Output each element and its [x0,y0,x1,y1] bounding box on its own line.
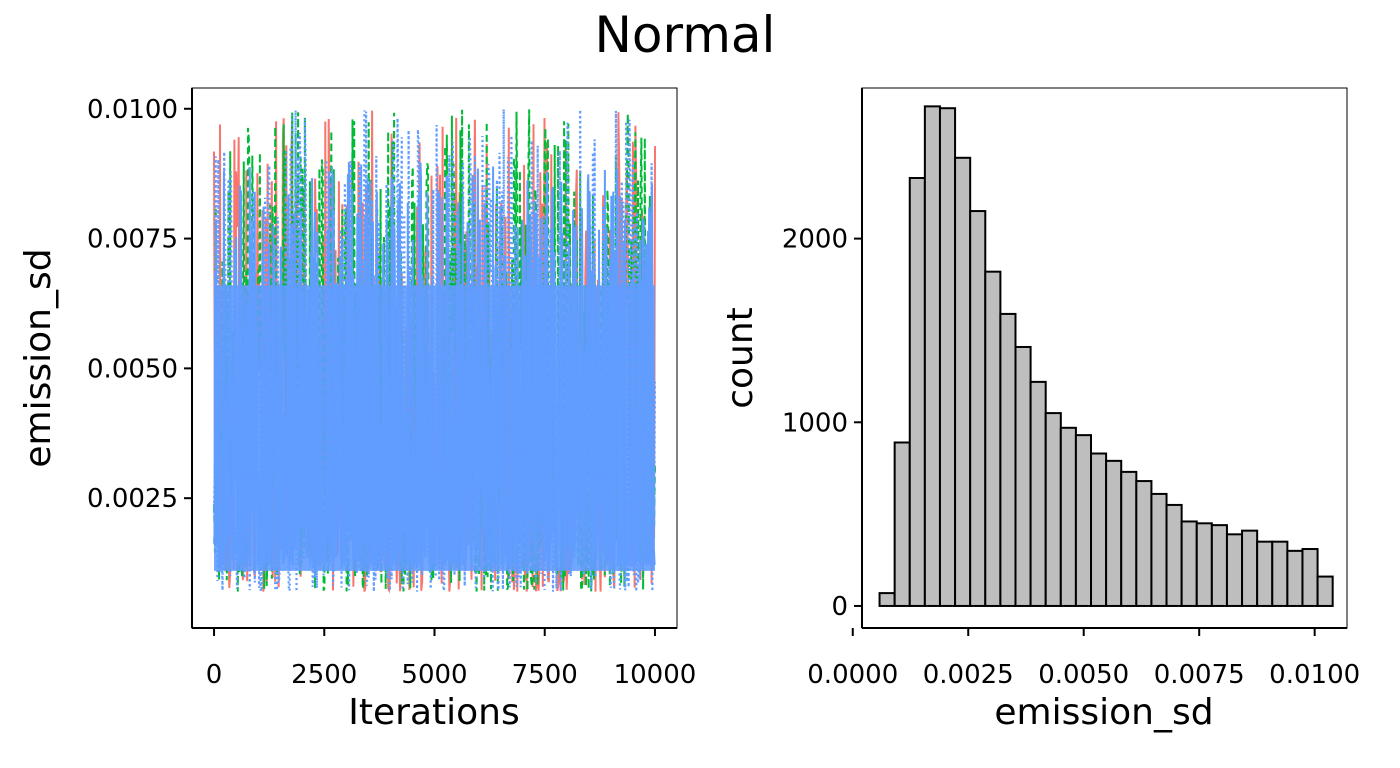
trace-x-axis-title: Iterations [348,692,519,733]
hist-bar [1225,533,1244,607]
hist-bar [1074,434,1093,607]
hist-bar [1316,575,1334,607]
hist-bar [1165,503,1183,607]
hist-x-tick-label: 0.0025 [923,660,1014,690]
hist-bar [954,156,972,607]
hist-x-tick-label: 0.0075 [1154,660,1245,690]
hist-bar [878,592,896,607]
trace-x-tick-label: 10000 [614,660,697,690]
trace-series-group [212,109,657,594]
hist-bar [1256,540,1274,607]
hist-bar [1271,540,1289,607]
hist-y-tick-label: 1000 [782,408,848,438]
hist-x-tick-label: 0.0000 [807,660,898,690]
hist-bar [1105,459,1123,607]
hist-bar [1241,529,1259,607]
trace-y-tick-label: 0.0050 [87,354,178,384]
hist-y-tick-label: 0 [831,592,848,622]
hist-y-ticks: 0 1000 2000 [782,225,862,622]
hist-y-axis-title: count [720,307,761,409]
trace-y-tick-label: 0.0025 [87,484,178,514]
hist-x-tick-label: 0.0050 [1038,660,1129,690]
hist-bar [1090,452,1108,607]
trace-y-tick-label: 0.0075 [87,225,178,255]
hist-bar [1301,548,1319,607]
hist-bar [1180,520,1198,607]
hist-bar [1210,524,1228,607]
figure-title: Normal [594,6,776,64]
hist-bar [1150,492,1168,607]
hist-bar [1120,470,1138,607]
hist-x-ticks: 0.0000 0.0025 0.0050 0.0075 0.0100 [807,628,1360,690]
hist-y-tick-label: 2000 [782,225,848,255]
trace-y-axis-title: emission_sd [18,248,59,467]
trace-panel: 0 2500 5000 7500 10000 0.00250.00500.00750.0… [18,87,697,733]
hist-bar [908,177,926,607]
trace-x-tick-label: 5000 [401,660,467,690]
trace-x-ticks: 0 2500 5000 7500 10000 [206,628,697,690]
hist-bar [938,107,957,607]
trace-x-tick-label: 7500 [512,660,578,690]
hist-bar [984,270,1002,607]
trace-y-ticks: 0.0025 0.0050 0.0075 0.0100 [87,95,192,514]
hist-bar [923,105,941,607]
hist-bar [1059,426,1077,607]
trace-x-tick-label: 0 [206,660,223,690]
trace-series-line [213,161,656,568]
hist-bar [1044,412,1062,607]
hist-x-axis-title: emission_sd [994,692,1213,733]
hist-bars-group [878,105,1334,607]
hist-bar [1014,345,1032,607]
hist-bar [893,441,911,607]
histogram-panel: 0.0000 0.0025 0.0050 0.0075 0.0100 0 1000 2000… [720,87,1360,733]
hist-bar [1135,480,1153,607]
trace-x-tick-label: 2500 [291,660,357,690]
hist-bar [969,210,987,607]
hist-bar [1029,380,1047,607]
trace-y-tick-label: 0.0100 [87,95,178,125]
hist-bar [1286,549,1304,607]
hist-bar [1195,522,1213,607]
hist-x-tick-label: 0.0100 [1269,660,1360,690]
hist-bar [999,312,1017,607]
